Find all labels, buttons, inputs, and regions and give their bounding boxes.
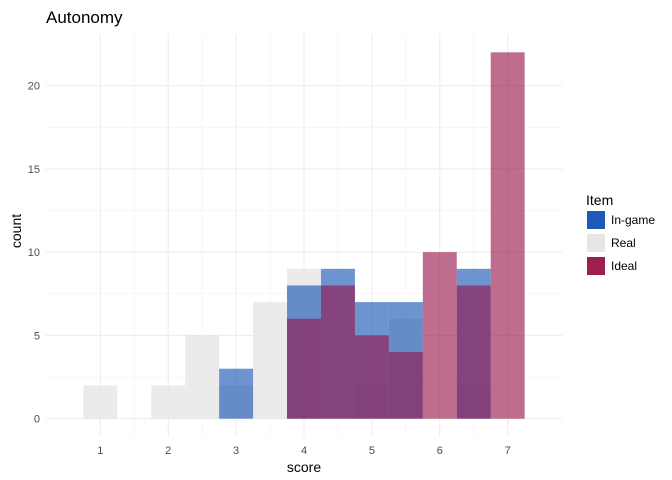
bar-real	[151, 385, 186, 419]
bar-ideal	[388, 352, 423, 419]
bar-ideal	[456, 285, 491, 419]
x-tick-label: 4	[301, 445, 307, 457]
y-axis-ticks: 0 5 10 15 20	[28, 81, 40, 426]
x-tick-label: 7	[505, 445, 511, 457]
legend-label-ideal: Ideal	[611, 259, 637, 273]
legend-key-in-game	[587, 211, 605, 229]
bar-in-game	[219, 368, 254, 419]
bar-ideal	[287, 318, 321, 419]
x-tick-label: 5	[369, 445, 375, 457]
legend-key-real	[587, 234, 605, 252]
bar-real	[83, 385, 118, 419]
legend: Item In-game Real Ideal	[586, 192, 655, 276]
y-tick-label: 10	[28, 247, 40, 259]
y-tick-label: 20	[28, 81, 40, 93]
legend-label-real: Real	[611, 236, 636, 250]
bar-ideal	[320, 285, 355, 419]
bar-real	[185, 335, 220, 419]
bar-ideal	[354, 335, 389, 419]
bar-real	[253, 302, 288, 419]
x-tick-label: 2	[165, 445, 171, 457]
x-axis-title: score	[287, 459, 321, 475]
legend-title: Item	[586, 192, 613, 208]
x-tick-label: 1	[97, 445, 103, 457]
bars-layer	[83, 52, 525, 419]
x-axis-ticks: 1 2 3 4 5 6 7	[97, 445, 510, 457]
x-tick-label: 3	[233, 445, 239, 457]
x-tick-label: 6	[437, 445, 443, 457]
y-tick-label: 5	[34, 330, 40, 342]
bar-ideal	[422, 252, 457, 419]
y-tick-label: 0	[34, 414, 40, 426]
y-axis-title: count	[8, 214, 24, 248]
legend-label-in-game: In-game	[611, 213, 655, 227]
chart-title: Autonomy	[46, 8, 123, 27]
legend-key-ideal	[587, 257, 605, 275]
y-tick-label: 15	[28, 164, 40, 176]
bar-ideal	[490, 52, 525, 419]
